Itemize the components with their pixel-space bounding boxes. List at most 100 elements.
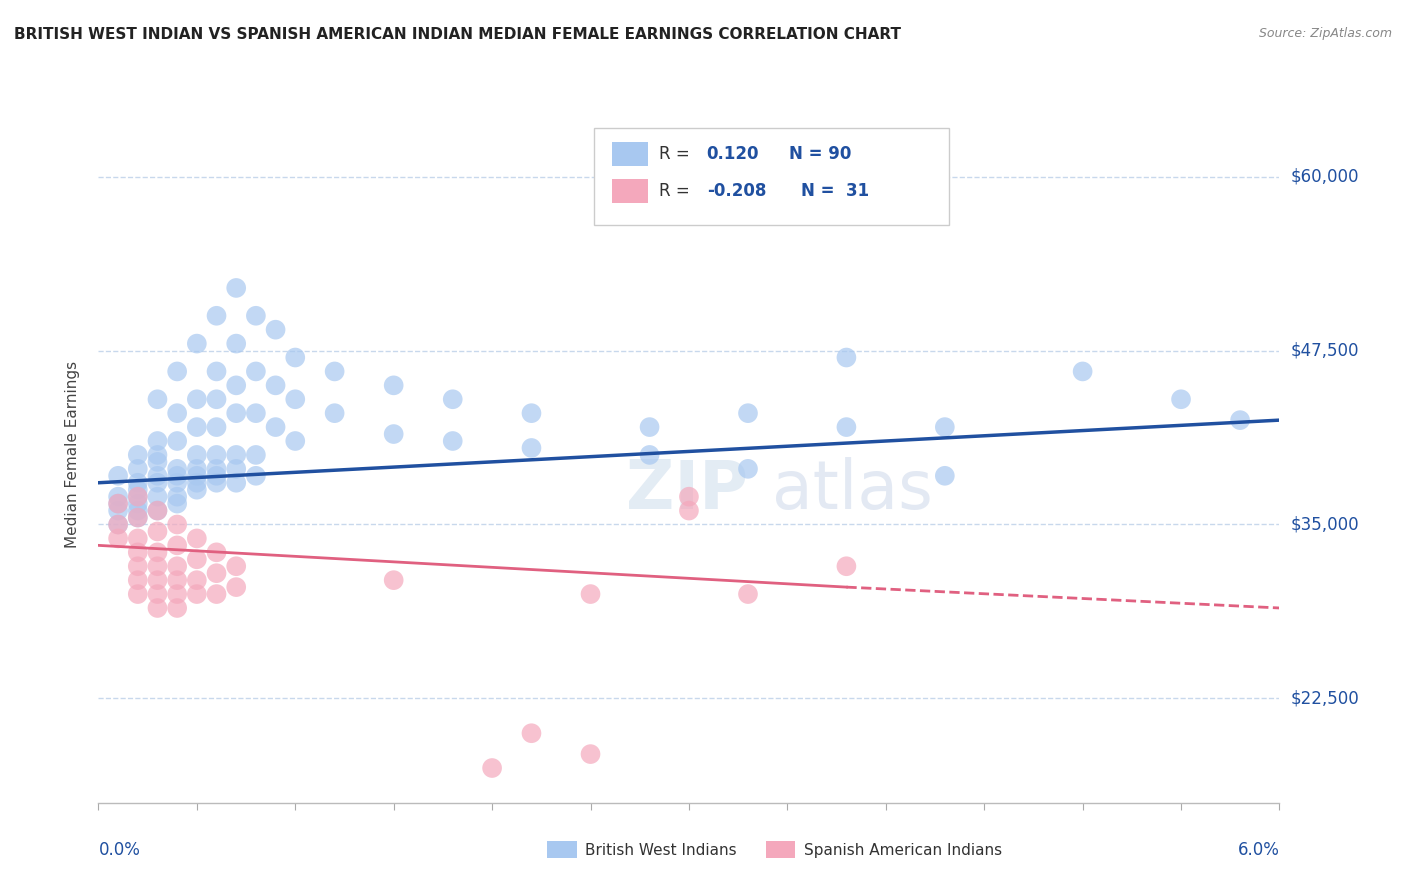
Point: [186, 573, 208, 587]
Point: [205, 566, 228, 581]
Point: [205, 448, 228, 462]
Point: [205, 309, 228, 323]
Point: [186, 462, 208, 476]
Point: [737, 587, 759, 601]
Y-axis label: Median Female Earnings: Median Female Earnings: [65, 361, 80, 549]
Text: N =  31: N = 31: [801, 182, 869, 200]
Point: [146, 448, 169, 462]
Point: [146, 503, 169, 517]
Point: [245, 364, 267, 378]
Point: [146, 601, 169, 615]
Text: Spanish American Indians: Spanish American Indians: [803, 843, 1001, 857]
Point: [186, 587, 208, 601]
Point: [264, 420, 287, 434]
Point: [127, 490, 149, 504]
FancyBboxPatch shape: [595, 128, 949, 226]
Point: [146, 545, 169, 559]
Point: [1170, 392, 1192, 407]
Point: [205, 420, 228, 434]
Point: [146, 475, 169, 490]
FancyBboxPatch shape: [766, 841, 796, 858]
Point: [107, 490, 129, 504]
Point: [284, 351, 307, 365]
Point: [678, 490, 700, 504]
Point: [146, 573, 169, 587]
Point: [264, 378, 287, 392]
Point: [166, 468, 188, 483]
Point: [186, 448, 208, 462]
Point: [225, 475, 247, 490]
Text: $35,000: $35,000: [1291, 516, 1360, 533]
Point: [107, 468, 129, 483]
Point: [245, 309, 267, 323]
Point: [245, 406, 267, 420]
Text: BRITISH WEST INDIAN VS SPANISH AMERICAN INDIAN MEDIAN FEMALE EARNINGS CORRELATIO: BRITISH WEST INDIAN VS SPANISH AMERICAN …: [14, 27, 901, 42]
FancyBboxPatch shape: [612, 178, 648, 203]
Point: [146, 434, 169, 448]
Point: [205, 392, 228, 407]
Point: [186, 483, 208, 497]
Point: [520, 441, 543, 455]
Point: [186, 468, 208, 483]
FancyBboxPatch shape: [547, 841, 576, 858]
Point: [166, 517, 188, 532]
Point: [579, 747, 602, 761]
Point: [146, 503, 169, 517]
Text: $60,000: $60,000: [1291, 168, 1360, 186]
Point: [579, 587, 602, 601]
Point: [638, 448, 661, 462]
Text: 0.120: 0.120: [707, 145, 759, 163]
Point: [107, 497, 129, 511]
Point: [382, 378, 405, 392]
Point: [166, 364, 188, 378]
Point: [205, 468, 228, 483]
Point: [146, 455, 169, 469]
Point: [835, 420, 858, 434]
Point: [245, 448, 267, 462]
Point: [835, 559, 858, 574]
Text: $22,500: $22,500: [1291, 690, 1360, 707]
Point: [520, 726, 543, 740]
Point: [481, 761, 503, 775]
Point: [835, 351, 858, 365]
Point: [166, 538, 188, 552]
Point: [127, 497, 149, 511]
Text: 6.0%: 6.0%: [1237, 841, 1279, 859]
Text: atlas: atlas: [772, 457, 932, 523]
Point: [186, 475, 208, 490]
Point: [225, 462, 247, 476]
Point: [186, 336, 208, 351]
Point: [107, 532, 129, 546]
Point: [127, 573, 149, 587]
Point: [225, 448, 247, 462]
Point: [146, 490, 169, 504]
Text: Source: ZipAtlas.com: Source: ZipAtlas.com: [1258, 27, 1392, 40]
Point: [146, 559, 169, 574]
Text: $47,500: $47,500: [1291, 342, 1360, 359]
Point: [146, 468, 169, 483]
Point: [127, 462, 149, 476]
Point: [205, 364, 228, 378]
Point: [225, 580, 247, 594]
Point: [166, 587, 188, 601]
Point: [186, 552, 208, 566]
Point: [146, 587, 169, 601]
Point: [166, 601, 188, 615]
Point: [934, 468, 956, 483]
Point: [225, 281, 247, 295]
Point: [166, 475, 188, 490]
Point: [107, 497, 129, 511]
Text: British West Indians: British West Indians: [585, 843, 737, 857]
Text: ZIP: ZIP: [626, 457, 748, 523]
Point: [166, 406, 188, 420]
Point: [678, 503, 700, 517]
Point: [166, 559, 188, 574]
Point: [520, 406, 543, 420]
FancyBboxPatch shape: [612, 142, 648, 166]
Point: [737, 462, 759, 476]
Point: [166, 490, 188, 504]
Point: [186, 392, 208, 407]
Point: [127, 490, 149, 504]
Text: R =: R =: [659, 182, 696, 200]
Point: [107, 503, 129, 517]
